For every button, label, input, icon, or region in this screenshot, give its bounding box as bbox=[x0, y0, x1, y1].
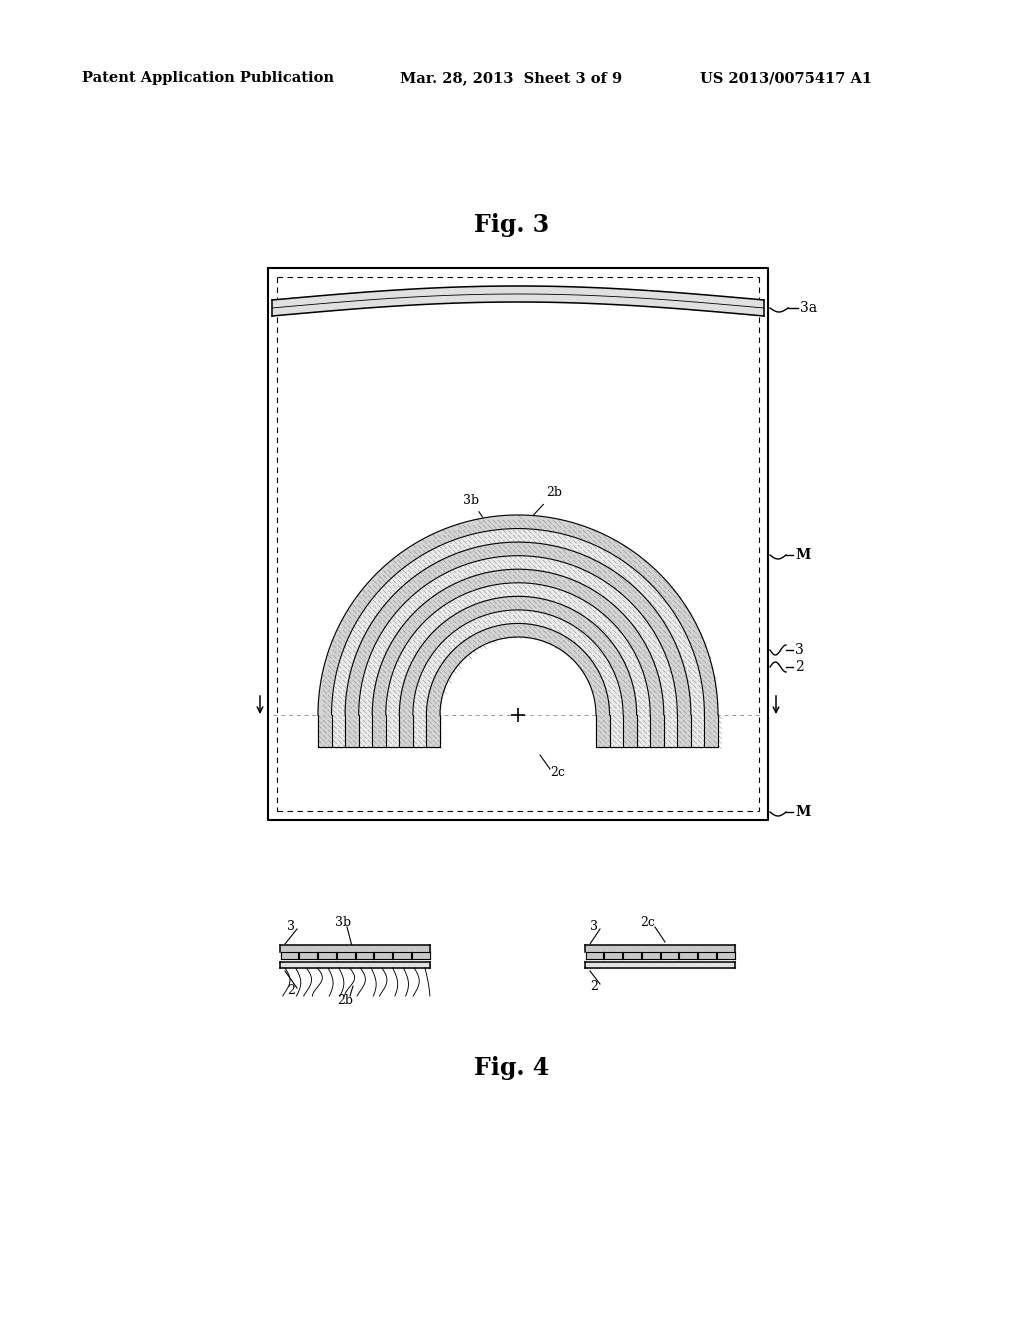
Polygon shape bbox=[280, 945, 430, 952]
Polygon shape bbox=[624, 715, 637, 747]
Polygon shape bbox=[386, 715, 399, 747]
Polygon shape bbox=[299, 952, 317, 960]
Text: 3: 3 bbox=[287, 920, 295, 933]
Polygon shape bbox=[358, 556, 677, 715]
Text: US 2013/0075417 A1: US 2013/0075417 A1 bbox=[700, 71, 872, 84]
Polygon shape bbox=[609, 715, 624, 747]
Text: 2: 2 bbox=[287, 983, 295, 997]
Polygon shape bbox=[332, 528, 705, 715]
Polygon shape bbox=[637, 715, 650, 747]
Polygon shape bbox=[318, 715, 332, 747]
Polygon shape bbox=[372, 715, 386, 747]
Polygon shape bbox=[393, 952, 411, 960]
Text: 2: 2 bbox=[795, 660, 804, 675]
Text: 3a: 3a bbox=[800, 301, 817, 315]
Polygon shape bbox=[281, 952, 298, 960]
Polygon shape bbox=[705, 715, 718, 747]
Polygon shape bbox=[698, 952, 716, 960]
Text: 3b: 3b bbox=[335, 916, 351, 929]
Polygon shape bbox=[586, 952, 603, 960]
Polygon shape bbox=[318, 515, 718, 715]
Text: 3: 3 bbox=[590, 920, 598, 933]
Polygon shape bbox=[318, 952, 336, 960]
Polygon shape bbox=[660, 952, 678, 960]
Text: 2b: 2b bbox=[337, 994, 353, 1006]
Polygon shape bbox=[345, 715, 358, 747]
Text: 2b: 2b bbox=[370, 614, 406, 702]
Text: Fig. 3: Fig. 3 bbox=[474, 213, 550, 238]
Polygon shape bbox=[280, 962, 430, 968]
Text: 2: 2 bbox=[590, 979, 598, 993]
Polygon shape bbox=[345, 543, 691, 715]
Text: 2b: 2b bbox=[528, 487, 562, 521]
Polygon shape bbox=[585, 945, 735, 952]
Polygon shape bbox=[650, 715, 664, 747]
Polygon shape bbox=[386, 582, 650, 715]
Text: 3b: 3b bbox=[403, 661, 436, 676]
Polygon shape bbox=[413, 715, 426, 747]
Polygon shape bbox=[585, 962, 735, 968]
Text: Fig. 4: Fig. 4 bbox=[474, 1056, 550, 1080]
Polygon shape bbox=[399, 597, 637, 715]
Text: Mar. 28, 2013  Sheet 3 of 9: Mar. 28, 2013 Sheet 3 of 9 bbox=[400, 71, 623, 84]
Polygon shape bbox=[664, 715, 677, 747]
Polygon shape bbox=[426, 715, 440, 747]
Polygon shape bbox=[426, 623, 609, 715]
Text: 2c: 2c bbox=[640, 916, 655, 929]
Polygon shape bbox=[642, 952, 659, 960]
Polygon shape bbox=[677, 715, 691, 747]
Text: M: M bbox=[795, 548, 810, 562]
Polygon shape bbox=[372, 569, 664, 715]
Text: M: M bbox=[795, 805, 810, 818]
Polygon shape bbox=[679, 952, 697, 960]
Polygon shape bbox=[374, 952, 392, 960]
Polygon shape bbox=[358, 715, 372, 747]
Polygon shape bbox=[272, 286, 764, 315]
Polygon shape bbox=[332, 715, 345, 747]
Polygon shape bbox=[399, 715, 413, 747]
Polygon shape bbox=[596, 715, 609, 747]
Polygon shape bbox=[717, 952, 734, 960]
Text: 3: 3 bbox=[795, 643, 804, 657]
Polygon shape bbox=[412, 952, 429, 960]
Text: 2c: 2c bbox=[550, 766, 565, 779]
Polygon shape bbox=[413, 610, 624, 715]
Polygon shape bbox=[691, 715, 705, 747]
Text: Patent Application Publication: Patent Application Publication bbox=[82, 71, 334, 84]
Polygon shape bbox=[337, 952, 354, 960]
Polygon shape bbox=[623, 952, 641, 960]
Polygon shape bbox=[604, 952, 622, 960]
Text: 3b: 3b bbox=[463, 494, 495, 535]
Polygon shape bbox=[355, 952, 374, 960]
